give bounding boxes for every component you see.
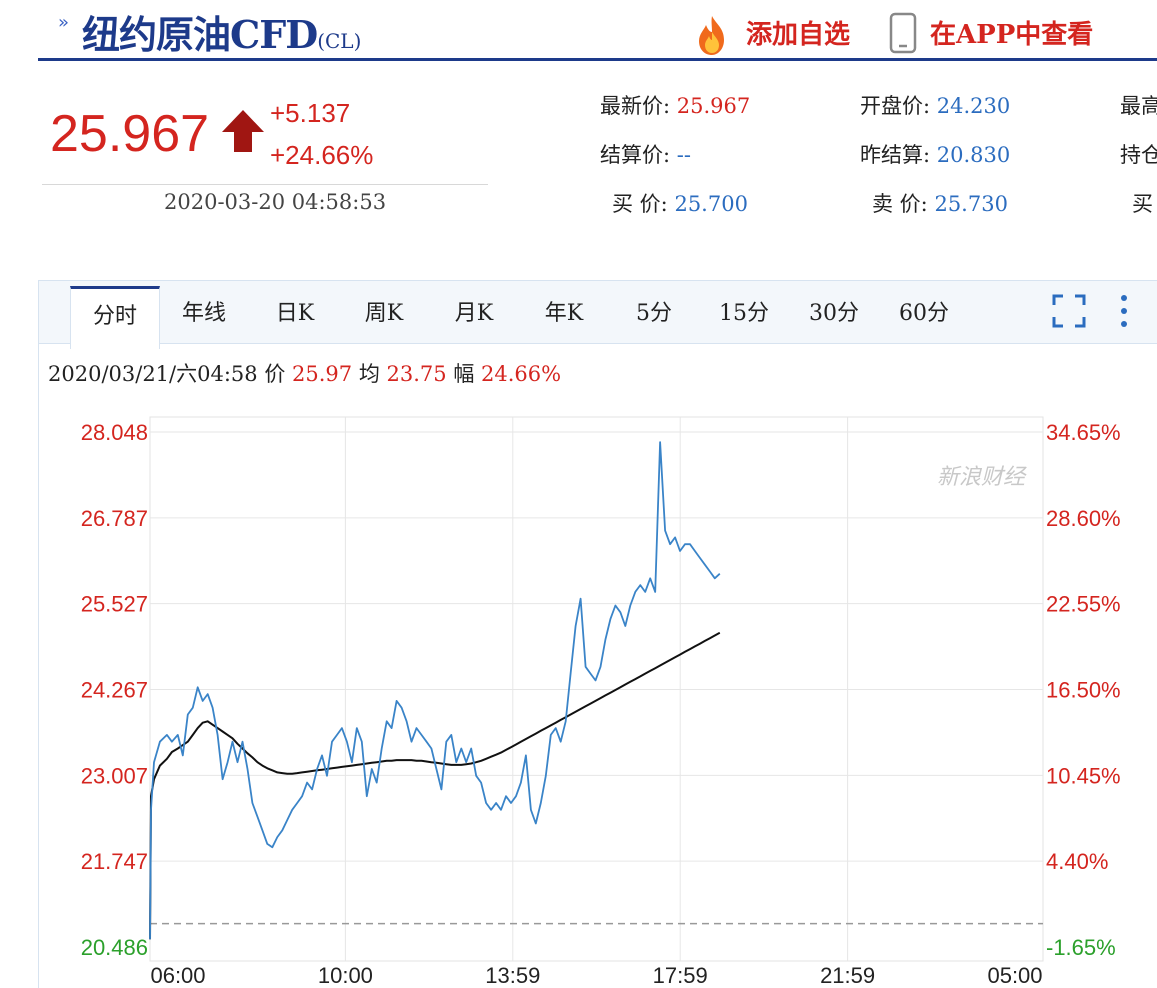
bid-price-field: 买 价: 25.700 [612,188,748,218]
x-tick-label: 21:59 [820,963,875,988]
watermark: 新浪财经 [937,464,1027,489]
latest-value: 25.967 [676,94,751,118]
tab-year-line[interactable]: 年线 [181,301,226,326]
bid-volume-field: 买 [1132,188,1153,218]
double-chevron-icon: » [58,12,70,33]
more-options-icon[interactable] [1114,292,1134,330]
price-line [149,441,721,940]
tab-daily-k[interactable]: 日K [275,301,315,326]
price-change: +5.137 [270,98,351,128]
tab-monthly-k[interactable]: 月K [454,301,494,326]
tab-weekly-k[interactable]: 周K [364,301,404,326]
tab-60min[interactable]: 60分 [899,301,949,326]
y-tick-label-right: 34.65% [1046,420,1121,445]
ask-value: 25.730 [934,192,1008,216]
prev-settle-label: 昨结算: [860,143,931,167]
bid-value: 25.700 [674,192,748,216]
quote-timestamp: 2020-03-20 04:58:53 [164,190,387,214]
period-tab-bar [39,281,1157,344]
current-price: 25.967 [50,105,210,163]
y-tick-label-left: 20.486 [81,935,148,960]
tab-15min[interactable]: 15分 [719,301,769,326]
info-datetime: 2020/03/21/六04:58 [48,362,258,386]
info-price-label: 价 [264,362,286,386]
title-text: 纽约原油CFD [82,12,318,57]
high-label: 最高 [1120,94,1157,118]
price-change-percent: +24.66% [270,140,374,170]
fullscreen-icon[interactable] [1052,294,1086,328]
y-tick-label-right: 4.40% [1046,849,1108,874]
x-tick-label: 06:00 [150,963,205,988]
y-tick-label-right: 10.45% [1046,763,1121,788]
ask-label: 卖 价: [872,192,928,216]
latest-label: 最新价: [600,94,671,118]
page-title: 纽约原油CFD(CL) [82,4,361,59]
tab-5min[interactable]: 5分 [636,301,672,326]
y-tick-label-left: 25.527 [81,592,148,617]
title-code: (CL) [317,29,362,53]
prev-settle-field: 昨结算: 20.830 [860,139,1010,169]
y-tick-label-left: 28.048 [81,420,148,445]
arrow-up-icon [222,110,264,152]
open-interest-field: 持仓 [1120,139,1157,169]
settle-price-field: 结算价: -- [600,139,691,169]
y-tick-label-left: 24.267 [81,678,148,703]
tab-yearly-k[interactable]: 年K [544,301,584,326]
tab-intraday[interactable]: 分时 [70,286,160,349]
y-tick-label-right: 22.55% [1046,592,1121,617]
open-value: 24.230 [936,94,1011,118]
x-tick-label: 10:00 [318,963,373,988]
info-avg-label: 均 [358,362,380,386]
y-tick-label-right: 16.50% [1046,678,1121,703]
x-tick-label: 05:00 [987,963,1042,988]
prev-settle-value: 20.830 [936,143,1011,167]
settle-value: -- [676,143,691,167]
view-in-app-button[interactable]: 在APP中查看 [930,20,1094,50]
ask-price-field: 卖 价: 25.730 [872,188,1008,218]
title-bar [38,0,1157,61]
settle-label: 结算价: [600,143,671,167]
x-tick-label: 13:59 [485,963,540,988]
average-price-line [149,631,721,940]
info-avg-value: 23.75 [386,362,447,386]
bid-label: 买 价: [612,192,668,216]
y-tick-label-left: 21.747 [81,849,148,874]
bidvol-label: 买 [1132,192,1153,216]
open-price-field: 开盘价: 24.230 [860,90,1010,120]
info-amp-value: 24.66% [481,362,562,386]
latest-price-field: 最新价: 25.967 [600,90,750,120]
crosshair-info: 2020/03/21/六04:58 价 25.97 均 23.75 幅 24.6… [48,358,561,388]
info-price-value: 25.97 [292,362,353,386]
oi-label: 持仓 [1120,143,1157,167]
y-tick-label-left: 26.787 [81,506,148,531]
divider [42,184,488,185]
add-favorite-button[interactable]: 添加自选 [746,20,851,50]
chart-panel [38,280,1157,988]
fire-icon[interactable] [690,14,734,58]
y-tick-label-right: 28.60% [1046,506,1121,531]
high-field: 最高 [1120,90,1157,120]
open-label: 开盘价: [860,94,931,118]
x-tick-label: 17:59 [653,963,708,988]
tab-30min[interactable]: 30分 [809,301,859,326]
y-tick-label-left: 23.007 [81,763,148,788]
info-amp-label: 幅 [453,362,475,386]
phone-icon[interactable] [888,12,918,54]
y-tick-label-right: -1.65% [1046,935,1116,960]
